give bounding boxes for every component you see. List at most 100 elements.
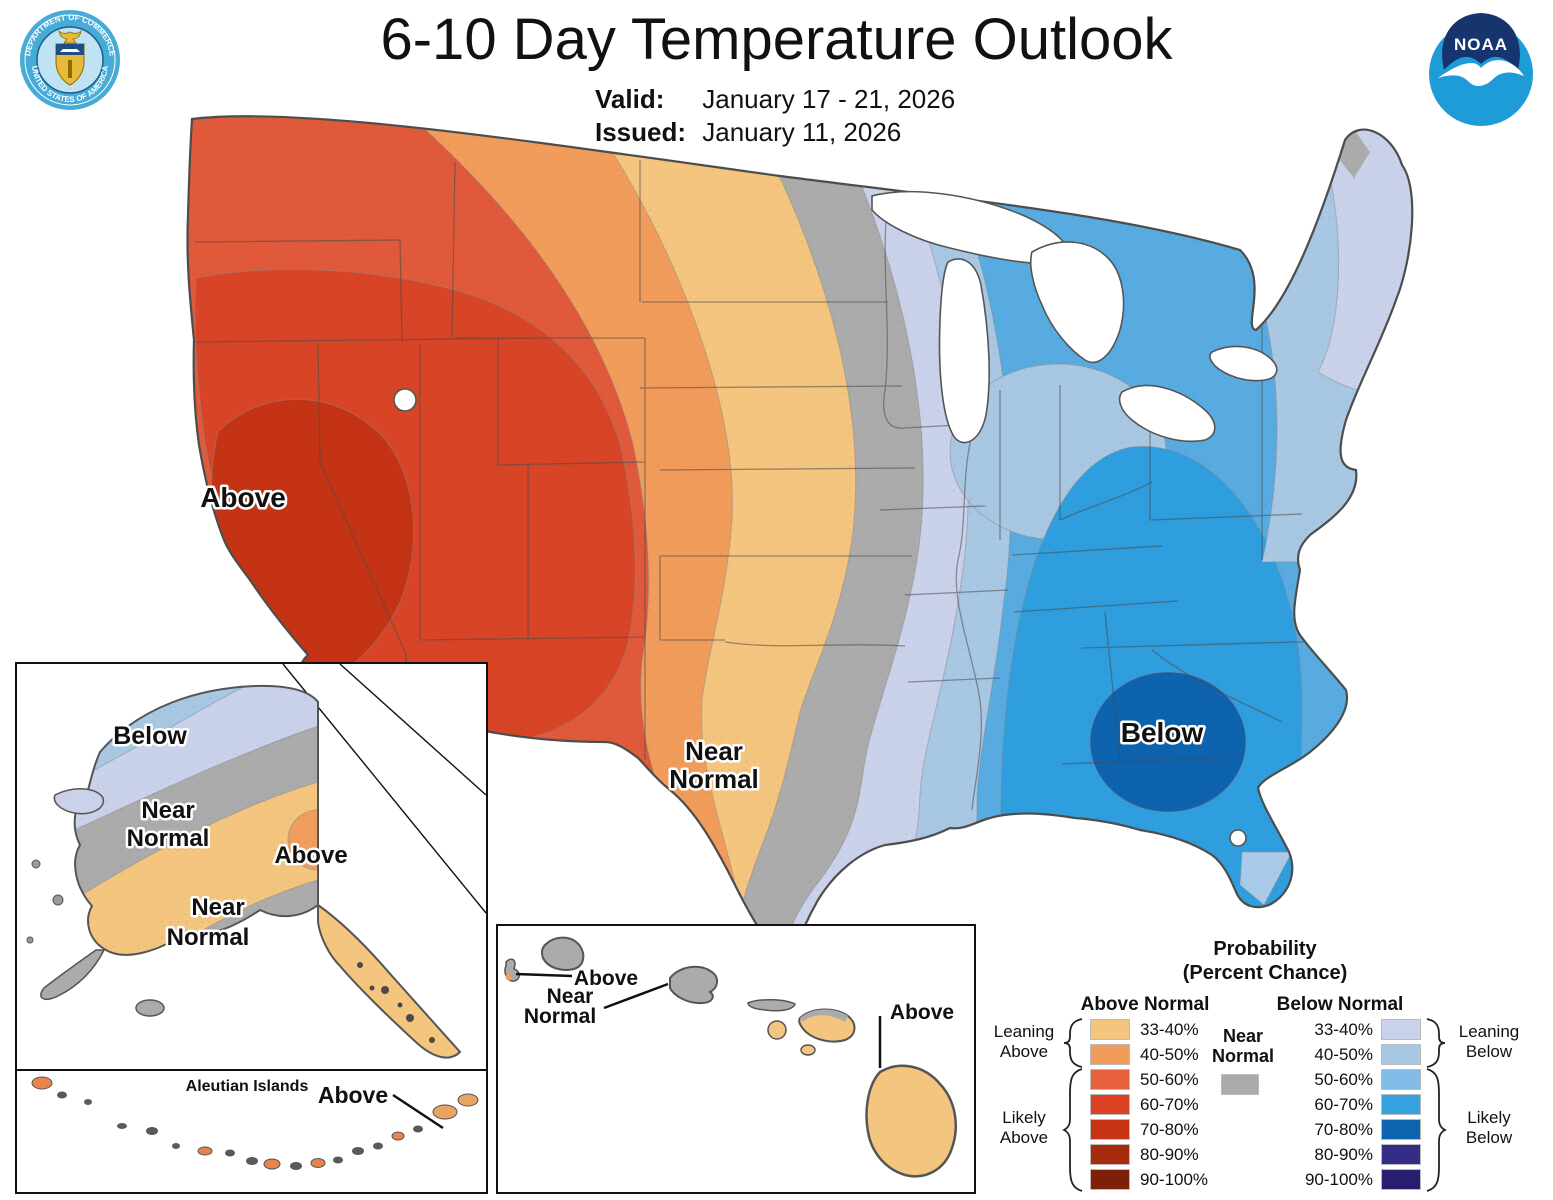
kodiak-island	[135, 999, 165, 1017]
aleutian-inset: Aleutian Islands Above	[31, 1076, 479, 1170]
alaska-seward-peninsula	[53, 788, 105, 815]
noaa-gull-icon	[1438, 60, 1524, 87]
legend-above-row: 90-100%	[1090, 1169, 1210, 1190]
hi-label-above-nw: Above	[574, 967, 638, 990]
aleutian-label-above: Above	[318, 1082, 388, 1108]
legend-below-range-0: 33-40%	[1314, 1020, 1373, 1039]
legend-below-swatch-3	[1381, 1094, 1421, 1115]
legend-below-range-2: 50-60%	[1314, 1070, 1373, 1089]
ak-label-near2-2: Normal	[167, 924, 250, 951]
legend-below-row: 40-50%	[1295, 1044, 1425, 1065]
legend-below-row: 50-60%	[1295, 1069, 1425, 1090]
legend-above-row: 70-80%	[1090, 1119, 1210, 1140]
valid-label: Valid:	[595, 84, 665, 114]
legend-above-row: 33-40%	[1090, 1019, 1210, 1040]
lake-ontario	[1209, 345, 1278, 382]
legend-near-label-1: Near	[1222, 1026, 1264, 1046]
leaning-above-line1: Leaning	[993, 1022, 1055, 1041]
legend-below-header: Below Normal	[1276, 994, 1404, 1015]
brace-leaning-above	[1063, 1018, 1083, 1068]
hi-maui-near-cap	[800, 1009, 848, 1022]
hi-big-island	[865, 1064, 958, 1178]
legend-above-range-3: 60-70%	[1140, 1095, 1199, 1114]
legend-below-row: 70-80%	[1295, 1119, 1425, 1140]
legend-below-row: 33-40%	[1295, 1019, 1425, 1040]
issued-value: January 11, 2026	[702, 117, 902, 147]
legend-below-swatch-4	[1381, 1119, 1421, 1140]
conus-label-near-1: Near	[685, 736, 743, 766]
aleutian-leader-line	[392, 1093, 444, 1130]
state-borders	[194, 160, 1333, 811]
ak-label-near1-2: Normal	[127, 825, 210, 852]
legend-above-header: Above Normal	[1080, 994, 1210, 1015]
likely-above-line1: Likely	[1002, 1108, 1046, 1127]
legend-near-swatch	[1221, 1074, 1259, 1095]
leaning-below-line1: Leaning	[1458, 1022, 1520, 1041]
alaska-peninsula-tail	[40, 949, 106, 1000]
legend-above-range-4: 70-80%	[1140, 1120, 1199, 1139]
legend-above-row: 40-50%	[1090, 1044, 1210, 1065]
ak-label-near2-1: Near	[191, 894, 244, 921]
aleutian-islands-chain	[31, 1076, 479, 1170]
legend-below-range-1: 40-50%	[1314, 1045, 1373, 1064]
legend-above-swatch-1	[1090, 1044, 1130, 1065]
hi-molokai	[747, 999, 796, 1012]
legend-above-row: 50-60%	[1090, 1069, 1210, 1090]
legend-below-swatch-5	[1381, 1144, 1421, 1165]
leaning-above-line2: Above	[999, 1042, 1049, 1061]
legend-below-range-3: 60-70%	[1314, 1095, 1373, 1114]
legend-above-swatch-4	[1090, 1119, 1130, 1140]
legend-title-1: Probability	[1213, 938, 1317, 960]
legend-above-swatch-3	[1090, 1094, 1130, 1115]
alaska-panhandle-speckles	[357, 962, 435, 1043]
page-title: 6-10 Day Temperature Outlook	[380, 7, 1173, 72]
legend-likely-below-label: Likely Below	[1450, 1108, 1528, 1148]
legend-above-swatch-5	[1090, 1144, 1130, 1165]
likely-above-line2: Above	[999, 1128, 1049, 1147]
noaa-logo: NOAA	[1429, 13, 1533, 126]
commerce-seal: DEPARTMENT OF COMMERCE UNITED STATES OF …	[18, 8, 122, 112]
legend-above-row: 60-70%	[1090, 1094, 1210, 1115]
legend-above-range-0: 33-40%	[1140, 1020, 1199, 1039]
hi-kauai	[540, 936, 585, 971]
commerce-ship-icon	[60, 49, 80, 52]
alaska-outline	[73, 684, 319, 956]
legend-below-range-4: 70-80%	[1314, 1120, 1373, 1139]
issued-label: Issued:	[595, 117, 687, 147]
leaning-below-line2: Below	[1465, 1042, 1513, 1061]
hi-oahu	[669, 965, 718, 1005]
legend-below-swatch-6	[1381, 1169, 1421, 1190]
legend-above-swatch-2	[1090, 1069, 1130, 1090]
conus-label-near-2: Normal	[669, 764, 759, 794]
legend-above-range-5: 80-90%	[1140, 1145, 1199, 1164]
hi-leader-oahu	[603, 982, 669, 1010]
hi-label-near-2: Normal	[524, 1005, 596, 1028]
legend-above-range-6: 90-100%	[1140, 1170, 1209, 1189]
ak-label-near1-1: Near	[141, 797, 194, 824]
legend-below-range-5: 80-90%	[1314, 1145, 1373, 1164]
conus-label-above: Above	[200, 482, 286, 513]
lake-michigan	[938, 258, 990, 444]
legend-leaning-below-label: Leaning Below	[1450, 1022, 1528, 1062]
legend-below-swatch-2	[1381, 1069, 1421, 1090]
commerce-lighthouse-icon	[68, 60, 72, 78]
hi-label-above-big: Above	[890, 1001, 954, 1024]
lake-huron	[1029, 241, 1125, 364]
likely-below-line2: Below	[1465, 1128, 1513, 1147]
brace-likely-above	[1062, 1068, 1083, 1192]
ak-label-above: Above	[274, 842, 347, 869]
legend-near-label-2: Normal	[1212, 1046, 1275, 1066]
legend-above-swatch-0	[1090, 1019, 1130, 1040]
issued-line: Issued: January 11, 2026	[595, 117, 1295, 148]
lake-okeechobee	[1229, 829, 1247, 847]
legend-title-2: (Percent Chance)	[1182, 962, 1348, 984]
commerce-eagle-icon	[58, 29, 82, 44]
hawaii-inset: Above Near Normal Above	[504, 936, 958, 1178]
valid-line: Valid: January 17 - 21, 2026	[595, 84, 1295, 115]
legend-likely-above-label: Likely Above	[988, 1108, 1060, 1148]
legend-above-range-2: 50-60%	[1140, 1070, 1199, 1089]
legend-above-row: 80-90%	[1090, 1144, 1210, 1165]
hi-lanai	[767, 1020, 787, 1040]
